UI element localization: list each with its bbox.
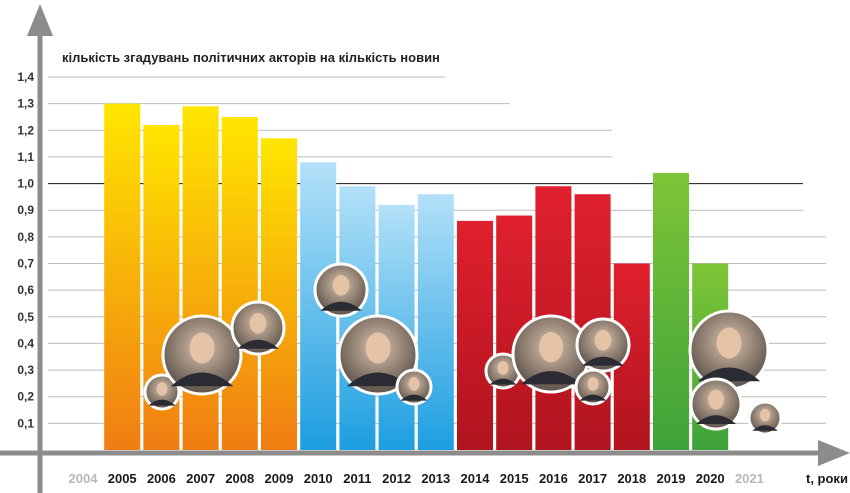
y-tick-labels: 0,1 0,2 0,3 0,4 0,5 0,6 0,7 0,8 0,9 1,0 1,1 1,2 1,3 1… <box>17 70 34 430</box>
portrait-photo <box>313 262 369 318</box>
bar-2008 <box>221 116 258 450</box>
y-tick-label: 1,0 <box>17 177 34 191</box>
y-axis-label: кількість згадувань політичних акторів н… <box>62 50 440 65</box>
x-tick-label: 2019 <box>657 471 686 486</box>
x-tick-label: 2011 <box>343 471 371 486</box>
y-tick-label: 0,5 <box>17 310 34 324</box>
bar-2005 <box>104 103 141 451</box>
portraits <box>143 262 783 436</box>
y-tick-label: 0,9 <box>17 203 34 217</box>
x-tick-label: 2009 <box>265 471 294 486</box>
x-axis-arrow <box>818 440 850 466</box>
x-axis-label: t, роки <box>806 471 848 486</box>
x-tick-label: 2010 <box>304 471 333 486</box>
y-axis-arrow <box>27 4 53 36</box>
x-tick-label: 2020 <box>696 471 725 486</box>
x-tick-label: 2007 <box>186 471 215 486</box>
portrait-photo <box>574 368 612 406</box>
x-tick-label: 2017 <box>578 471 607 486</box>
y-tick-label: 0,6 <box>17 283 34 297</box>
portrait-photo <box>161 314 243 396</box>
x-tick-label: 2008 <box>225 471 254 486</box>
x-tick-labels: 2004 2005 2006 2007 2008 2009 2010 2011 2012 2013… <box>69 471 764 486</box>
bar-2007 <box>182 106 219 451</box>
x-tick-label: 2005 <box>108 471 137 486</box>
portrait-photo <box>689 377 743 431</box>
x-tick-label: 2013 <box>421 471 450 486</box>
x-tick-label: 2014 <box>461 471 491 486</box>
portrait-photo <box>230 300 286 356</box>
portrait-photo <box>688 309 770 391</box>
y-tick-label: 1,2 <box>17 123 34 137</box>
x-tick-label: 2004 <box>69 471 99 486</box>
x-tick-label: 2012 <box>382 471 411 486</box>
x-tick-label: 2015 <box>500 471 529 486</box>
y-tick-label: 0,8 <box>17 230 34 244</box>
y-tick-label: 1,3 <box>17 97 34 111</box>
portrait-photo <box>337 314 419 396</box>
y-tick-label: 0,4 <box>17 336 34 350</box>
portrait-photo <box>747 400 783 436</box>
bar-2013 <box>417 194 454 450</box>
bar-2009 <box>261 138 297 450</box>
y-tick-label: 1,1 <box>17 150 34 164</box>
y-tick-label: 0,2 <box>17 390 34 404</box>
y-tick-label: 0,7 <box>17 257 34 271</box>
x-tick-label: 2016 <box>539 471 568 486</box>
portrait-photo <box>395 368 433 406</box>
bar-2014 <box>457 220 493 450</box>
x-tick-label: 2021 <box>735 471 764 486</box>
portrait-photo <box>575 317 631 373</box>
bar-2019 <box>653 172 689 450</box>
y-tick-label: 0,1 <box>17 416 34 430</box>
y-tick-label: 1,4 <box>17 70 34 84</box>
x-tick-label: 2018 <box>617 471 646 486</box>
y-tick-label: 0,3 <box>17 363 34 377</box>
x-tick-label: 2006 <box>147 471 176 486</box>
portrait-photo <box>143 373 181 411</box>
